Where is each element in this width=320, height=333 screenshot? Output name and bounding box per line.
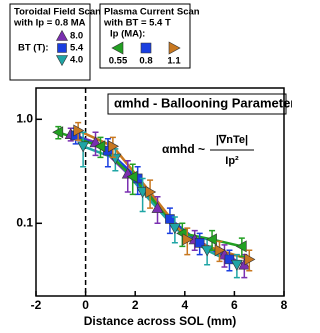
data-point [182, 233, 194, 246]
legend-label: 4.0 [70, 55, 83, 66]
x-axis-label: Distance across SOL (mm) [84, 314, 237, 328]
formula-numerator: |∇nTe| [216, 134, 248, 146]
x-tick-label: 8 [281, 298, 288, 312]
formula-lhs: αmhd ~ [162, 142, 205, 156]
legend-marker [57, 43, 67, 53]
legend-marker [111, 41, 124, 55]
data-point [94, 140, 106, 153]
chart-title: αmhd - Ballooning Parameter [114, 95, 292, 110]
legend-title: Plasma Current Scan [104, 7, 200, 18]
data-point [230, 259, 243, 271]
data-point [52, 126, 64, 139]
legend-marker [55, 55, 69, 67]
x-tick-label: 4 [181, 298, 188, 312]
data-point [214, 244, 226, 257]
formula-denominator: Ip² [225, 155, 239, 167]
legend-label: 0.55 [109, 56, 128, 67]
x-tick-label: 0 [82, 298, 89, 312]
x-tick-label: 2 [132, 298, 139, 312]
legend-label: Ip (MA): [110, 29, 145, 40]
data-point [235, 240, 247, 253]
legend-marker [140, 42, 152, 54]
data-point [238, 258, 251, 270]
x-tick-label: 6 [231, 298, 238, 312]
legend-box [99, 3, 191, 69]
legend-title: with Ip = 0.8 MA [13, 18, 86, 29]
legend-label: BT (T): [18, 43, 49, 54]
data-point [151, 201, 164, 213]
data-point [168, 223, 181, 235]
y-tick-label: 1.0 [16, 111, 33, 125]
legend-label: 5.4 [70, 43, 84, 54]
data-point [244, 253, 256, 266]
legend-label: 1.1 [167, 56, 181, 67]
title-box [107, 93, 287, 115]
data-point [108, 140, 120, 153]
data-point [77, 141, 90, 153]
y-tick-label: 0.1 [16, 215, 33, 229]
legend-box [9, 3, 91, 81]
legend-title: with BT = 5.4 T [103, 18, 171, 29]
data-point [73, 124, 85, 137]
plot-frame [35, 87, 285, 297]
data-point [126, 170, 138, 183]
legend-title: Toroidal Field Scan [14, 7, 101, 18]
x-tick-label: -2 [31, 298, 42, 312]
legend-marker [168, 41, 181, 55]
data-point [165, 214, 175, 224]
data-point [145, 185, 157, 199]
legend-marker [55, 29, 69, 41]
data-point [205, 233, 217, 246]
legend-label: 0.8 [139, 56, 152, 67]
chart: Toroidal Field Scan with Ip = 0.8 MA BT … [9, 3, 292, 328]
legend-label: 8.0 [70, 31, 83, 42]
